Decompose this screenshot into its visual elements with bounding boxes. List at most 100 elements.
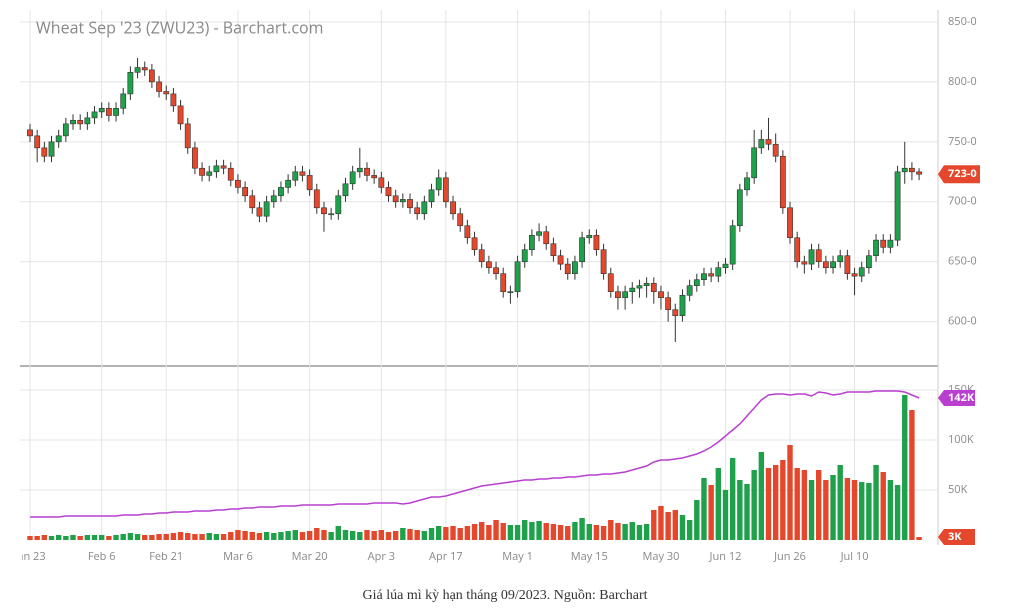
x-tick-label: May 1	[502, 549, 533, 564]
candle-body	[865, 255, 872, 269]
volume-bar	[894, 485, 901, 540]
candle-body	[177, 105, 184, 125]
y-tick-label: 750-0	[948, 134, 977, 149]
candle-body	[615, 291, 621, 298]
candle-body	[356, 167, 363, 173]
candle-body	[399, 199, 406, 203]
volume-bar	[357, 532, 363, 540]
candle-body	[62, 123, 69, 137]
volume-bar	[479, 522, 485, 540]
volume-bar	[84, 535, 91, 540]
volume-bar	[572, 522, 578, 540]
volume-bar	[428, 528, 435, 540]
volume-bar	[199, 534, 205, 540]
candle-body	[206, 171, 213, 176]
volume-bar	[63, 536, 69, 540]
volume-bar	[106, 536, 112, 540]
candle-body	[407, 199, 413, 209]
volume-bar	[27, 536, 33, 540]
volume-bar	[615, 523, 621, 540]
candle-body	[629, 287, 636, 292]
volume-bar	[177, 532, 184, 540]
volume-bar	[823, 480, 829, 540]
volume-bar	[679, 515, 686, 540]
candle-body	[528, 235, 535, 251]
volume-bar	[507, 525, 514, 540]
volume-bar	[192, 534, 198, 540]
candle-body	[471, 237, 478, 251]
volume-bar	[529, 522, 535, 540]
volume-bar	[142, 535, 148, 540]
candle-body	[665, 297, 672, 310]
candle-body	[242, 187, 248, 197]
candle-body	[493, 267, 499, 275]
value-marker	[938, 529, 975, 545]
candle-body	[378, 177, 385, 188]
volume-bar	[220, 534, 227, 540]
volume-bar	[70, 535, 76, 540]
candle-body	[414, 207, 421, 215]
volume-bar	[715, 468, 722, 540]
candle-body	[758, 139, 765, 149]
price-marker-label: 723-0	[948, 166, 977, 181]
plot: 600-0650-0700-0750-0800-0850-050K100K150…	[20, 10, 980, 545]
volume-bar	[873, 465, 879, 540]
x-labels: Jan 23 Feb 6 Feb 21 Mar 6 Mar 20 Apr 3 Apr 17 M…	[22, 549, 869, 564]
volume-bar	[522, 520, 528, 540]
candle-body	[364, 167, 370, 176]
volume-bar	[801, 470, 808, 540]
candle-body	[600, 249, 607, 275]
candle-body	[148, 69, 155, 83]
volume-bar	[902, 395, 908, 540]
candle-body	[192, 147, 198, 169]
volume-bar	[686, 520, 693, 540]
volume-bar	[371, 531, 377, 540]
volume-bar	[435, 526, 442, 540]
candle-body	[98, 107, 105, 113]
volume-bar	[579, 518, 585, 540]
candle-body	[113, 107, 119, 116]
volume-bar	[392, 531, 399, 540]
candle-body	[349, 171, 356, 185]
volume-bar	[170, 533, 177, 540]
candle-body	[235, 179, 241, 188]
volume-bar	[643, 524, 650, 540]
volume-bar	[729, 458, 736, 540]
candle-body	[170, 93, 177, 107]
volume-bar	[292, 530, 298, 540]
volume-bar	[651, 510, 657, 540]
candle-body	[450, 201, 456, 215]
candle-body	[70, 119, 76, 125]
volume-bar	[450, 526, 456, 540]
volume-bar	[493, 520, 499, 540]
candle-body	[134, 67, 141, 73]
x-tick-label: Apr 17	[429, 549, 463, 564]
candle-body	[428, 189, 435, 203]
volume-bar	[593, 525, 600, 540]
candle-body	[464, 225, 471, 239]
candle-body	[744, 177, 750, 191]
y-tick-label: 800-0	[948, 74, 977, 89]
volume-bar	[550, 524, 557, 540]
volume-bar	[471, 524, 478, 540]
candle-body	[507, 291, 514, 293]
volume-bar	[909, 410, 915, 540]
volume-bar	[887, 480, 894, 540]
volume-bar	[808, 480, 815, 540]
candle-body	[371, 175, 378, 179]
volume-bar	[794, 468, 800, 540]
x-tick-label: Jun 26	[773, 549, 806, 564]
volume-bar	[400, 528, 406, 540]
open-interest-line	[30, 390, 920, 518]
caption: Giá lúa mì kỳ hạn tháng 09/2023. Nguồn: …	[363, 588, 648, 603]
candle-body	[270, 195, 277, 203]
candle-body	[779, 155, 786, 209]
volume-bar	[263, 532, 270, 540]
candle-body	[564, 263, 571, 275]
candle-body	[120, 93, 127, 109]
volume-bar	[285, 531, 291, 540]
candle-body	[722, 263, 729, 269]
candle-body	[105, 107, 112, 116]
volume-bar	[256, 533, 263, 540]
value-marker-label: 142K	[948, 390, 975, 405]
